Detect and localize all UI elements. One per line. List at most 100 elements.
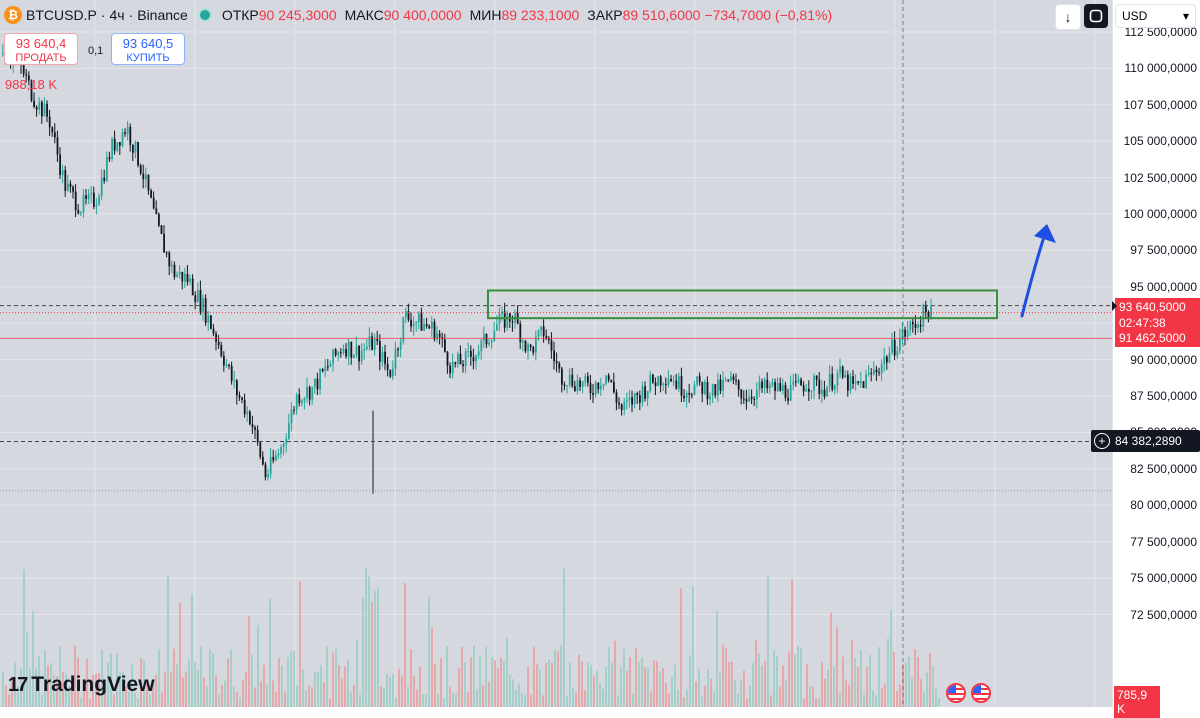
- candle-body: [675, 380, 678, 389]
- candle-body: [407, 311, 410, 320]
- axis-tick-label: 110 000,0000: [1124, 61, 1197, 76]
- volume-bar: [530, 694, 532, 707]
- chart-canvas[interactable]: [0, 0, 1112, 707]
- volume-bar: [89, 698, 91, 707]
- volume-bar: [236, 692, 238, 707]
- volume-bar: [20, 668, 22, 707]
- us-flag-icon[interactable]: [946, 683, 966, 703]
- volume-bar: [548, 659, 550, 707]
- candle-body: [233, 380, 236, 382]
- volume-bar: [50, 663, 52, 707]
- volume-bar: [533, 646, 535, 707]
- volume-bar: [899, 684, 901, 707]
- volume-bar: [497, 668, 499, 707]
- currency-select[interactable]: USD ▾: [1115, 4, 1196, 28]
- volume-bar: [608, 647, 610, 707]
- volume-bar: [293, 650, 295, 707]
- volume-bar: [356, 639, 358, 707]
- trend-arrow-head[interactable]: [1034, 224, 1056, 243]
- volume-bar: [71, 684, 73, 707]
- countdown-tag[interactable]: 02:47:38: [1115, 313, 1200, 332]
- candle-body: [717, 379, 719, 396]
- symbol-name[interactable]: BTCUSD.P: [26, 7, 97, 23]
- crosshair-price-value: 84 382,2890: [1115, 434, 1182, 449]
- volume-bar: [881, 687, 883, 707]
- volume-bar: [176, 664, 178, 707]
- high-value: 90 400,0000: [383, 7, 462, 23]
- candle-body: [282, 443, 285, 447]
- candle-body: [176, 274, 178, 277]
- candle-body: [129, 126, 132, 145]
- volume-bar: [26, 631, 28, 707]
- buy-button[interactable]: 93 640,5 КУПИТЬ: [111, 33, 185, 65]
- volume-bar: [467, 691, 469, 707]
- candle-body: [477, 351, 480, 356]
- tradingview-logo[interactable]: 17 TradingView: [8, 673, 155, 697]
- candle-body: [147, 174, 150, 191]
- candle-body: [854, 381, 857, 384]
- low-value: 89 233,1000: [501, 7, 580, 23]
- us-flag-icon[interactable]: [971, 683, 991, 703]
- last-price-tag[interactable]: 93 640,5000: [1115, 297, 1200, 316]
- level-price-tag[interactable]: 91 462,5000: [1115, 329, 1200, 348]
- volume-bar: [374, 591, 376, 707]
- candle-body: [314, 378, 316, 388]
- market-status-icon[interactable]: [197, 8, 212, 22]
- candle-body: [662, 384, 665, 386]
- resistance-zone-rect[interactable]: [487, 289, 998, 320]
- volume-bar: [782, 665, 784, 707]
- open-label: ОТКР: [221, 7, 259, 23]
- candle-body: [438, 333, 441, 338]
- axis-tick-label: 87 500,0000: [1130, 389, 1197, 404]
- candle-body: [574, 386, 576, 391]
- volume-bar: [734, 679, 736, 707]
- volume-bar: [413, 676, 415, 707]
- candle-body: [267, 474, 269, 478]
- candle-body: [405, 311, 407, 318]
- trend-arrow-shaft[interactable]: [1020, 238, 1045, 318]
- candle-body: [321, 369, 324, 372]
- candle-body: [548, 338, 550, 341]
- candle-body: [735, 380, 737, 382]
- candle-body: [501, 311, 503, 314]
- candle-body: [436, 333, 438, 340]
- candle-body: [126, 126, 129, 135]
- candle-body: [77, 210, 80, 214]
- volume-bar: [503, 661, 505, 707]
- volume-bar: [515, 689, 517, 707]
- spread-value: 0,1: [88, 45, 104, 57]
- scroll-down-button[interactable]: ↓: [1055, 4, 1081, 30]
- axis-tick-label: 105 000,0000: [1123, 134, 1197, 149]
- plus-icon[interactable]: +: [1094, 433, 1110, 450]
- volume-bar: [554, 649, 556, 707]
- candle-body: [893, 339, 896, 356]
- volume-bar: [737, 693, 739, 707]
- volume-bar: [245, 671, 247, 707]
- volume-bar: [179, 602, 181, 707]
- price-axis[interactable]: 112 500,0000 110 000,0000 107 500,0000 105 …: [1112, 0, 1200, 718]
- interval[interactable]: 4ч: [109, 7, 125, 23]
- volume-bar: [38, 656, 40, 707]
- candle-body: [597, 382, 600, 390]
- volume-tag[interactable]: 785,9 K: [1114, 686, 1160, 718]
- volume-bar: [803, 698, 805, 707]
- candle-body: [137, 142, 139, 166]
- volume-bar: [215, 676, 217, 707]
- sell-button[interactable]: 93 640,4 ПРОДАТЬ: [4, 33, 78, 65]
- volume-bar: [794, 654, 796, 707]
- volume-bar: [668, 693, 670, 707]
- volume-bar: [755, 639, 757, 707]
- candle-body: [303, 397, 306, 401]
- volume-bar: [617, 695, 619, 707]
- candle-body: [623, 401, 626, 410]
- volume-bar: [518, 683, 520, 707]
- candle-body: [334, 349, 337, 356]
- fullscreen-button[interactable]: [1084, 4, 1108, 28]
- volume-bar: [740, 679, 742, 707]
- volume-bar: [722, 644, 724, 707]
- candle-body: [420, 313, 423, 331]
- candle-body: [311, 387, 314, 400]
- volume-bar: [401, 675, 403, 707]
- crosshair-price-tag[interactable]: +84 382,2890: [1091, 430, 1200, 453]
- price-chart[interactable]: [0, 0, 1112, 707]
